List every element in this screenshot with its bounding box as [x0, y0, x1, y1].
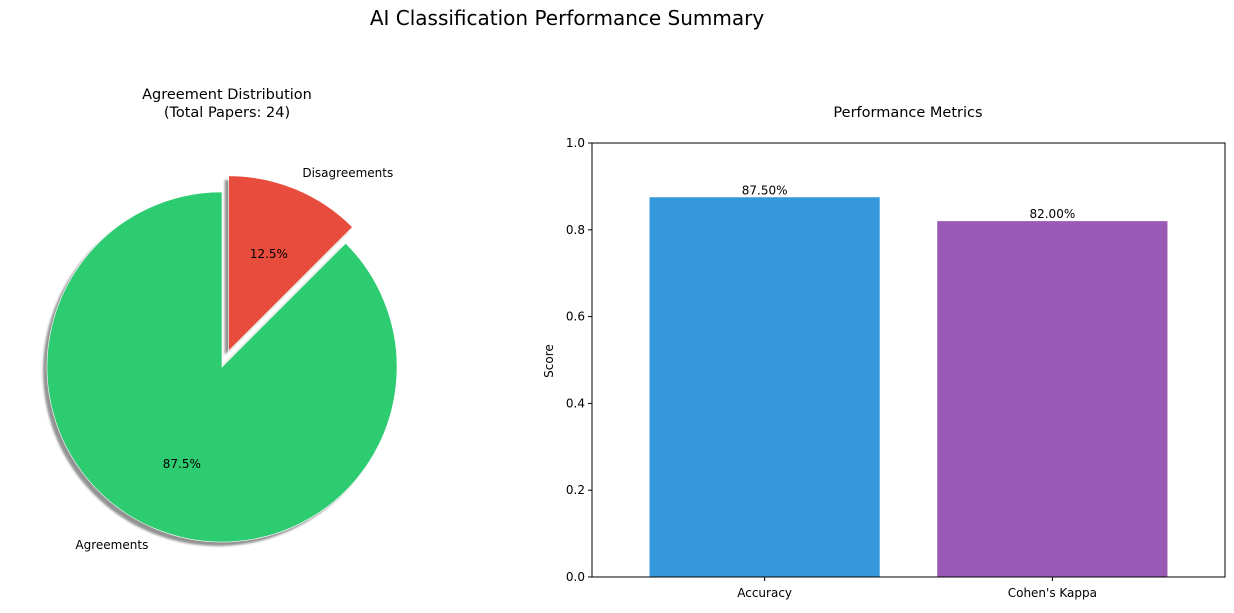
y-tick-label-0: 0.0: [566, 570, 585, 584]
pie-category-label-disagreements: Disagreements: [302, 166, 393, 180]
pie-pct-label-agreements: 87.5%: [163, 457, 201, 471]
bar-cohen-s-kappa: [937, 221, 1168, 577]
bar-value-label-accuracy: 87.50%: [742, 183, 788, 197]
x-tick-label-accuracy: Accuracy: [737, 586, 792, 600]
x-axis: Accuracy Cohen's Kappa: [737, 577, 1097, 600]
bar-accuracy: [649, 197, 880, 577]
bar-title: Performance Metrics: [833, 105, 982, 121]
plot-frame: [591, 142, 1226, 578]
pie-pct-label-disagreements: 12.5%: [250, 247, 288, 261]
x-tick-label-cohen-s-kappa: Cohen's Kappa: [1008, 586, 1097, 600]
pie-title-line1: Agreement Distribution: [142, 87, 312, 103]
pie-slice-agreements: [46, 191, 398, 543]
y-tick-label-2: 0.4: [566, 396, 585, 410]
y-axis: 0.0 0.2 0.4 0.6 0.8 1.0: [566, 136, 592, 584]
pie-chart: Agreement Distribution (Total Papers: 24…: [42, 87, 398, 552]
figure-title: AI Classification Performance Summary: [370, 6, 765, 30]
y-axis-label: Score: [542, 344, 556, 378]
bar-value-labels: 87.50% 82.00%: [742, 183, 1075, 221]
bar-value-label-cohen-s-kappa: 82.00%: [1029, 207, 1075, 221]
y-tick-label-4: 0.8: [566, 223, 585, 237]
pie-slices: [46, 175, 398, 543]
y-tick-label-5: 1.0: [566, 136, 585, 150]
pie-title-line2: (Total Papers: 24): [164, 105, 290, 121]
pie-labels: 12.5% Disagreements 87.5% Agreements: [75, 166, 393, 552]
y-tick-label-1: 0.2: [566, 483, 585, 497]
bar-chart: Performance Metrics 87.50%82.00% 0.00.20…: [542, 105, 1226, 600]
pie-category-label-agreements: Agreements: [75, 538, 148, 552]
bar-series: [649, 197, 1168, 577]
y-tick-label-3: 0.6: [566, 310, 585, 324]
pie-slice-disagreements: [228, 175, 353, 352]
